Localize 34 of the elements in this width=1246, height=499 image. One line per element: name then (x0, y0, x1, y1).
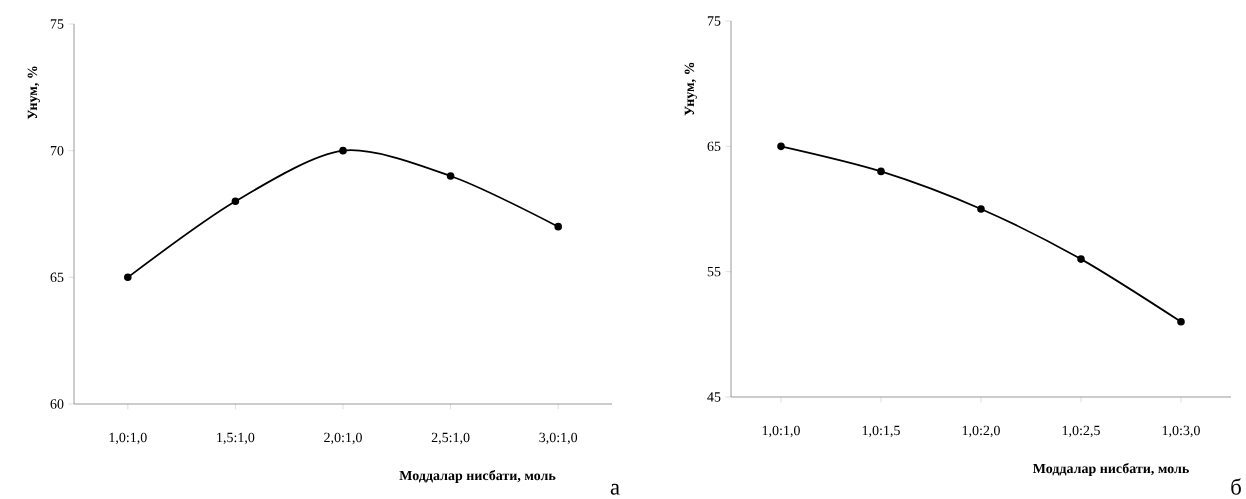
point (339, 146, 347, 155)
point (777, 142, 785, 151)
point (1077, 255, 1085, 263)
y-tick-label: 70 (50, 145, 64, 156)
x-tick-label: 1,0:2,5 (1062, 425, 1100, 438)
y-axis-title: Унум, % (684, 62, 697, 116)
x-tick-label: 1,0:1,5 (862, 425, 900, 438)
y-tick-label: 75 (707, 16, 721, 26)
y-tick-label: 65 (50, 272, 64, 283)
text: а (610, 483, 620, 495)
y-tick-label: 45 (707, 392, 721, 402)
point (124, 273, 132, 282)
x-tick-label: 2,5:1,0 (431, 432, 470, 445)
x-tick-label: 1,5:1,0 (217, 432, 255, 445)
y-tick-label: 65 (707, 141, 721, 152)
x-tick-label: 1,0:3,0 (1162, 425, 1200, 438)
x-tick-label: 1,0:1,0 (109, 432, 147, 445)
point (977, 205, 985, 213)
y-axis-title: Унум, % (27, 66, 40, 120)
y-tick-label: 55 (707, 267, 721, 277)
point (554, 222, 562, 231)
x-tick-label: 3,0:1,0 (539, 432, 578, 445)
point (1177, 317, 1185, 326)
y-tick-label: 75 (50, 19, 64, 29)
text: б (1231, 478, 1241, 495)
x-tick-label: 1,0:1,0 (762, 425, 800, 438)
x-tick-label: 2,0:1,0 (324, 432, 362, 445)
x-axis-title: Моддалар нисбати, моль (399, 470, 556, 484)
x-axis-title: Моддалар нисбати, моль (1032, 463, 1189, 477)
point (446, 172, 455, 180)
y-tick-label: 60 (50, 399, 64, 409)
point (231, 197, 240, 206)
point (877, 167, 885, 176)
x-tick-label: 1,0:2,0 (962, 425, 1000, 438)
